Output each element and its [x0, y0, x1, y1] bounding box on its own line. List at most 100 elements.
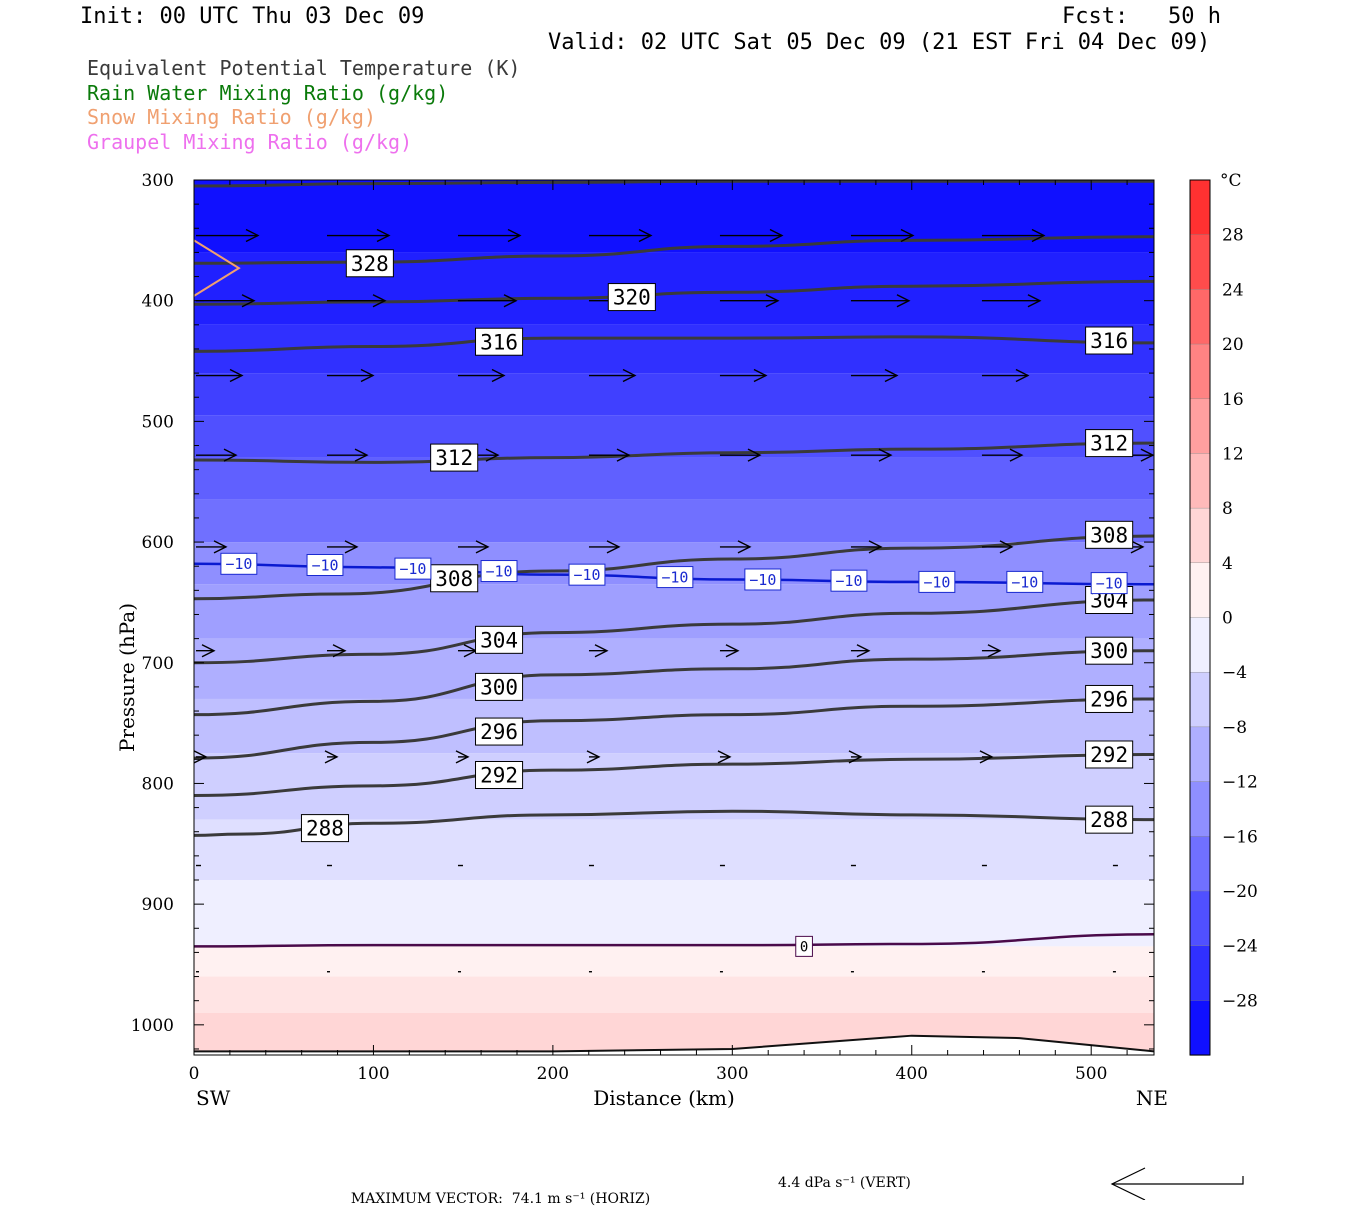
theta-e-label-328-box — [345, 249, 394, 278]
max-vector-vert: 4.4 dPa s⁻¹ (VERT) — [778, 1175, 911, 1191]
isotherm-minus10C-label-text: −10 — [661, 568, 688, 586]
max-vector-horiz: MAXIMUM VECTOR: 74.1 m s⁻¹ (HORIZ) — [350, 1191, 651, 1207]
wind-vector-head — [229, 368, 244, 383]
theta-e-label-308-text: 308 — [1090, 523, 1128, 547]
wind-vector-head — [848, 750, 863, 764]
theta-e-label-312-text: 312 — [435, 446, 473, 470]
isotherm-minus10C-label: −10 — [568, 563, 606, 586]
theta-e-label-288-text: 288 — [306, 817, 344, 841]
wind-vector-head — [868, 540, 883, 554]
y-tick-label: 900 — [142, 895, 174, 915]
y-tick-label: 400 — [142, 292, 174, 312]
colorbar-tick-label: −20 — [1222, 882, 1258, 902]
theta-e-label-292: 292 — [475, 761, 524, 789]
theta-e-label-300-text: 300 — [480, 675, 518, 699]
theta-e-label-300-box — [1085, 636, 1134, 665]
colorbar-tick-label: 28 — [1222, 226, 1244, 246]
colorbar-tick-label: 24 — [1222, 280, 1244, 300]
wind-vector-head — [360, 368, 375, 383]
isotherm-minus10C-label-box — [568, 563, 606, 586]
isotherm-minus10C-label-text: −10 — [749, 571, 776, 589]
wind-vector-head — [485, 448, 500, 462]
forecast-hour: Fcst: 50 h — [1062, 4, 1221, 29]
colorbar-cell — [1189, 562, 1211, 619]
theta-e-label-300: 300 — [475, 672, 524, 701]
wind-vector-head — [1009, 448, 1024, 462]
wind-vector-head — [372, 294, 387, 308]
theta-e-label-308-box — [430, 564, 479, 593]
wind-vector-head — [332, 644, 347, 658]
colorbar-tick-label: 0 — [1222, 609, 1233, 629]
temp-band — [194, 415, 1154, 458]
colorbar-tick-label: −24 — [1222, 937, 1258, 957]
y-tick-label: 700 — [142, 654, 174, 674]
y-tick-label: 600 — [142, 533, 174, 553]
theta-e-label-292-box — [1085, 740, 1134, 769]
wind-vector-head — [475, 540, 490, 554]
theta-e-contours — [193, 179, 1155, 837]
temperature-fill — [194, 180, 1154, 1055]
wind-vector-head — [606, 540, 621, 554]
isotherm-minus10C-label: −10 — [306, 554, 344, 576]
theta-e-288 — [193, 809, 1155, 837]
colorbar-cell — [1189, 945, 1211, 1002]
wind-vector-head — [586, 750, 601, 764]
wind-vector-head — [376, 228, 391, 243]
wind-vector-head — [769, 228, 784, 243]
theta-e-label-296-box — [475, 717, 524, 746]
theta-e-label-288: 288 — [1085, 805, 1134, 834]
colorbar-unit: °C — [1220, 171, 1242, 191]
colorbar-tick-label: 4 — [1222, 554, 1233, 574]
isotherm-minus10C-label-text: −10 — [485, 562, 512, 580]
contour-labels: 288 2882922922962963003003043043083083123… — [220, 249, 1134, 957]
wind-vector-head — [999, 540, 1014, 554]
theta-e-312 — [193, 441, 1155, 464]
theta-e-label-288: 288 — [300, 814, 350, 843]
temp-band — [194, 946, 1154, 977]
colorbar-cell — [1189, 836, 1211, 892]
isotherm-minus10C-label: −10 — [1090, 572, 1128, 595]
theta-e-label-288-box — [300, 814, 350, 843]
x-tick-label: 500 — [1075, 1064, 1107, 1084]
x-tick-label: 100 — [357, 1064, 389, 1084]
wind-vector-head — [213, 540, 228, 554]
temp-band — [194, 457, 1154, 500]
wind-vector-head — [491, 368, 506, 383]
wind-vector-head — [1130, 540, 1145, 554]
legend-snow: Snow Mixing Ratio (g/kg) — [87, 105, 376, 129]
wind-vectors — [193, 228, 1155, 973]
theta-e-316 — [193, 335, 1155, 353]
isotherm-minus10C-label-text: −10 — [573, 566, 600, 584]
theta-e-label-296: 296 — [475, 717, 524, 746]
isotherm-minus10C-label: −10 — [744, 568, 782, 591]
colorbar-frame — [1189, 179, 1211, 1056]
theta-e-label-292-text: 292 — [480, 764, 518, 788]
wind-vector-head — [1015, 368, 1030, 383]
valid-time: Valid: 02 UTC Sat 05 Dec 09 (21 EST Fri … — [548, 30, 1211, 55]
colorbar-cell — [1189, 726, 1211, 783]
wind-vector-head — [856, 644, 871, 658]
x-tick-label: 0 — [189, 1064, 200, 1084]
colorbar-cell — [1189, 234, 1211, 291]
wind-vector-head — [765, 294, 780, 308]
isotherm-minus10C-label-text: −10 — [225, 555, 252, 573]
wind-vector-head — [900, 228, 915, 243]
theta-e-label-312: 312 — [1085, 429, 1134, 458]
temp-band — [194, 880, 1154, 947]
theta-e-label-292-box — [475, 761, 524, 789]
temp-band — [194, 698, 1154, 754]
wind-vector-head — [241, 294, 256, 308]
wind-vector-head — [1140, 448, 1155, 462]
temp-band — [194, 324, 1154, 374]
wind-vector-head — [747, 448, 762, 462]
isotherm-0C-label: 0 — [795, 935, 813, 957]
colorbar-tick-label: 8 — [1222, 499, 1233, 519]
legend-theta-e: Equivalent Potential Temperature (K) — [87, 56, 521, 80]
x-tick-label: 300 — [716, 1064, 748, 1084]
theta-e-label-312-text: 312 — [1090, 432, 1128, 456]
colorbar-tick-label: 16 — [1222, 390, 1244, 410]
isotherm-minus10C-label-box — [918, 570, 956, 593]
y-tick-label: 1000 — [131, 1016, 174, 1036]
isotherm-0C-label-text: 0 — [800, 939, 808, 955]
isotherm-minus10C-label-box — [744, 568, 782, 591]
